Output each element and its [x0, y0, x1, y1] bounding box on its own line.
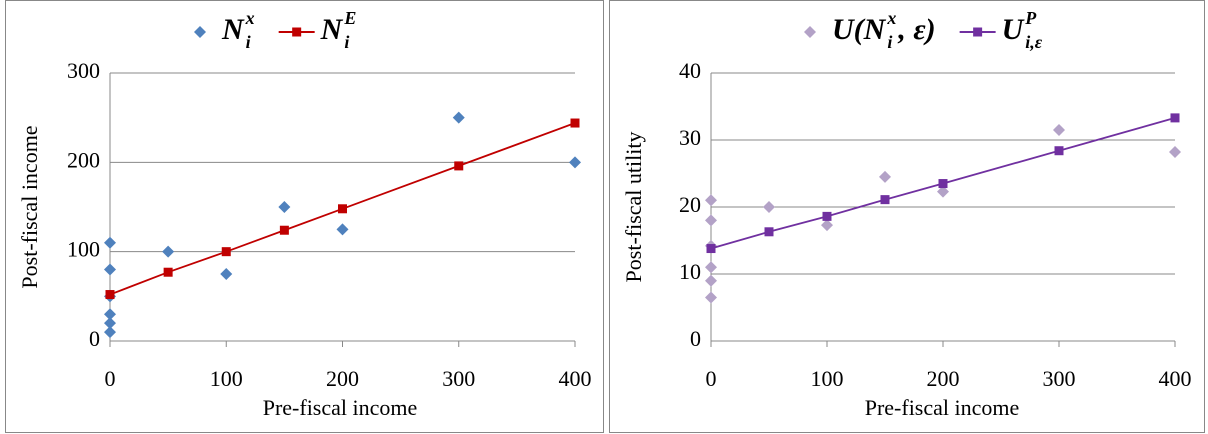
y-tick-label: 10: [679, 259, 701, 284]
point: [880, 195, 890, 205]
y-tick-label: 200: [67, 147, 100, 172]
point: [104, 236, 116, 249]
legend-label: N: [221, 13, 245, 46]
x-tick-label: 400: [1159, 366, 1192, 391]
legend-label: i,ε: [1025, 32, 1043, 52]
point: [764, 227, 774, 237]
x-tick-label: 300: [442, 366, 475, 391]
y-tick-label: 40: [679, 58, 701, 83]
x-tick-label: 400: [559, 366, 592, 391]
point: [104, 326, 116, 339]
point: [292, 27, 302, 37]
point: [454, 161, 464, 171]
y-tick-label: 300: [67, 58, 100, 83]
y-tick-label: 0: [690, 326, 701, 351]
x-tick-label: 200: [326, 366, 359, 391]
legend-label: U(N: [832, 13, 887, 46]
point: [104, 263, 116, 276]
point: [705, 194, 717, 207]
point: [804, 26, 816, 38]
legend-label: i: [246, 32, 251, 52]
x-tick-label: 0: [706, 366, 717, 391]
panel-frame: [5, 0, 604, 433]
point: [338, 204, 347, 214]
point: [221, 247, 231, 257]
x-axis-label: Pre-fiscal income: [865, 395, 1020, 420]
point: [163, 267, 173, 277]
point: [821, 219, 833, 232]
legend-label: , ε): [897, 13, 935, 46]
legend-label: P: [1024, 8, 1037, 28]
y-axis-label: Post-fiscal income: [17, 125, 42, 288]
point: [1169, 146, 1181, 159]
point: [705, 291, 717, 304]
panel-frame: [609, 0, 1205, 433]
point: [937, 185, 949, 198]
point: [705, 214, 717, 227]
legend-label: E: [343, 8, 356, 28]
point: [104, 317, 116, 330]
legend-label: x: [886, 8, 896, 28]
x-axis-label: Pre-fiscal income: [263, 395, 418, 420]
x-tick-label: 300: [1043, 366, 1076, 391]
point: [706, 244, 716, 254]
legend-label: N: [320, 13, 344, 46]
point: [278, 201, 291, 213]
point: [879, 170, 891, 183]
y-tick-label: 0: [89, 326, 100, 351]
point: [452, 111, 465, 124]
y-axis-label: Post-fiscal utility: [621, 132, 646, 283]
point: [973, 27, 983, 37]
point: [822, 211, 832, 221]
point: [763, 201, 775, 213]
point: [279, 225, 289, 235]
x-tick-label: 100: [811, 366, 844, 391]
y-tick-label: 100: [67, 237, 100, 262]
point: [194, 26, 206, 38]
x-tick-label: 200: [927, 366, 960, 391]
point: [220, 268, 233, 280]
x-tick-label: 0: [105, 366, 116, 391]
point: [1053, 123, 1065, 136]
legend-label: i: [344, 32, 349, 52]
y-tick-label: 20: [679, 192, 701, 217]
point: [1054, 146, 1064, 156]
point: [336, 223, 349, 236]
point: [105, 290, 115, 300]
point: [938, 179, 948, 189]
point: [705, 274, 717, 287]
legend-label: i: [887, 32, 892, 52]
legend-label: U: [1002, 13, 1025, 46]
point: [570, 118, 580, 128]
point: [162, 245, 175, 258]
point: [705, 261, 717, 274]
y-tick-label: 30: [679, 125, 701, 150]
point: [104, 308, 116, 321]
point: [569, 156, 581, 169]
legend-label: x: [245, 8, 255, 28]
point: [1170, 113, 1180, 123]
x-tick-label: 100: [210, 366, 243, 391]
